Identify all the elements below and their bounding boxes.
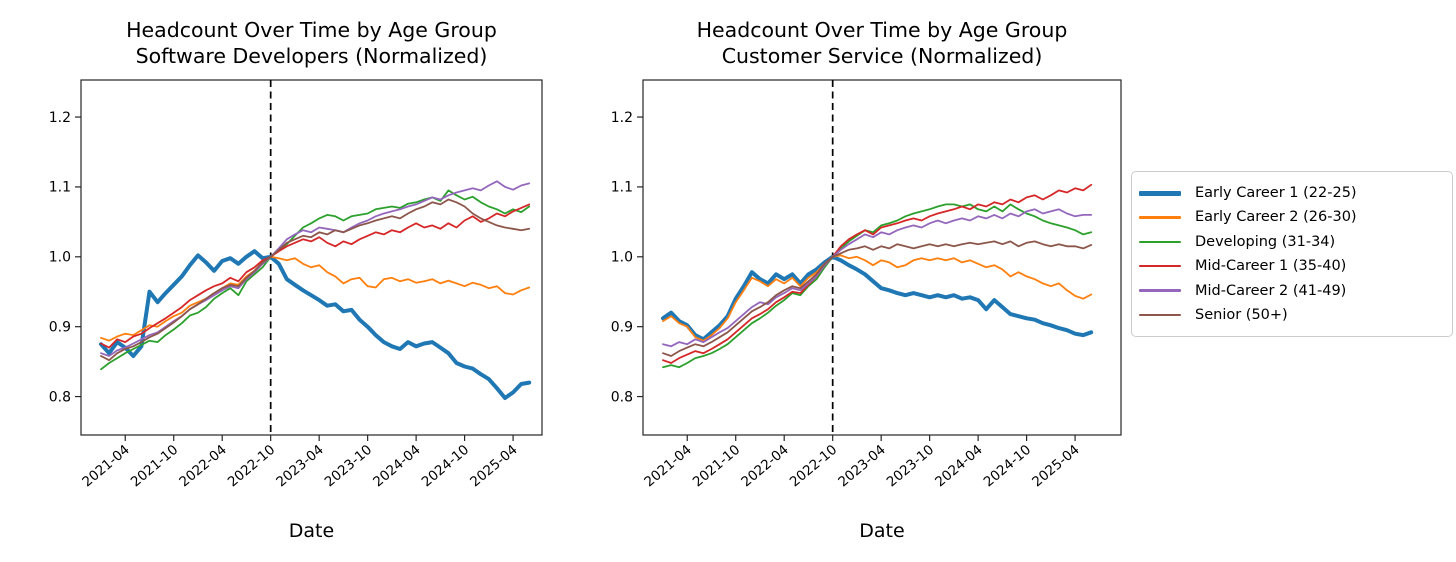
- y-tick-label: 1.0: [49, 250, 71, 266]
- legend-line-swatch: [1139, 216, 1181, 219]
- series-line-mid-career-1-35-40-: [662, 183, 1093, 364]
- legend-line-swatch: [1139, 240, 1181, 244]
- legend-label: Mid-Career 1 (35-40): [1195, 258, 1347, 275]
- y-tick-label: 0.8: [49, 389, 71, 405]
- x-tick-label: 2025-04: [467, 442, 520, 491]
- legend-line-swatch: [1139, 264, 1181, 268]
- x-tick-label: 2022-10: [225, 442, 278, 491]
- chart-software-developers: Headcount Over Time by Age GroupSoftware…: [49, 18, 543, 542]
- x-tick-label: 2023-10: [322, 442, 375, 491]
- legend-line-swatch: [1139, 313, 1181, 317]
- plot-frame: [80, 79, 543, 436]
- legend-line-swatch: [1139, 289, 1181, 292]
- y-tick-label: 1.1: [49, 180, 71, 196]
- x-tick-label: 2024-04: [932, 442, 985, 491]
- legend-line-swatch: [1139, 190, 1181, 196]
- x-tick-label: 2025-04: [1029, 442, 1082, 491]
- x-tick-label: 2022-04: [738, 442, 791, 491]
- x-tick-label: 2021-04: [641, 442, 694, 491]
- legend-item: Mid-Career 2 (41-49): [1139, 279, 1442, 303]
- series-line-early-career-2-26-30-: [100, 255, 531, 342]
- series-line-senior-50-: [662, 240, 1093, 357]
- legend-item: Developing (31-34): [1139, 230, 1442, 254]
- series-line-early-career-1-22-25-: [661, 254, 1094, 342]
- series-line-mid-career-2-41-49-: [662, 208, 1093, 348]
- series-line-senior-50-: [100, 198, 531, 362]
- legend-item: Early Career 1 (22-25): [1139, 181, 1442, 205]
- x-axis-label: Date: [859, 520, 904, 542]
- series-line-developing-31-34-: [662, 203, 1093, 369]
- legend-label: Early Career 1 (22-25): [1195, 185, 1357, 201]
- legend-label: Senior (50+): [1195, 306, 1288, 323]
- x-axis-label: Date: [289, 520, 334, 542]
- x-tick-label: 2024-10: [981, 442, 1034, 491]
- x-tick-label: 2021-04: [79, 442, 132, 491]
- x-tick-label: 2024-04: [370, 442, 423, 491]
- series-line-early-career-1-22-25-: [99, 249, 532, 400]
- y-tick-label: 1.1: [611, 180, 633, 196]
- chart-subtitle: Software Developers (Normalized): [136, 44, 488, 68]
- y-tick-label: 1.2: [611, 110, 633, 126]
- legend-label: Early Career 2 (26-30): [1195, 209, 1357, 226]
- y-tick-label: 0.9: [49, 319, 71, 335]
- y-tick-label: 0.9: [611, 319, 633, 335]
- legend: Early Career 1 (22-25) Early Career 2 (26…: [1131, 171, 1453, 337]
- series-line-early-career-2-26-30-: [662, 254, 1093, 342]
- legend-label: Developing (31-34): [1195, 233, 1336, 250]
- x-tick-label: 2022-10: [787, 442, 840, 491]
- x-tick-label: 2023-04: [273, 442, 326, 491]
- x-tick-label: 2022-04: [176, 442, 229, 491]
- y-tick-label: 1.0: [611, 250, 633, 266]
- chart-subtitle: Customer Service (Normalized): [722, 44, 1043, 68]
- legend-label: Mid-Career 2 (41-49): [1195, 282, 1347, 299]
- chart-title: Headcount Over Time by Age Group: [126, 18, 497, 42]
- x-tick-label: 2021-10: [690, 442, 743, 491]
- y-tick-label: 1.2: [49, 110, 71, 126]
- x-tick-label: 2021-10: [128, 442, 181, 491]
- series-line-developing-31-34-: [100, 189, 531, 371]
- x-tick-label: 2023-04: [835, 442, 888, 491]
- series-line-mid-career-1-35-40-: [100, 203, 531, 349]
- legend-item: Mid-Career 1 (35-40): [1139, 254, 1442, 278]
- y-tick-label: 0.8: [611, 389, 633, 405]
- chart-customer-service: Headcount Over Time by Age GroupCustomer…: [611, 18, 1122, 542]
- x-tick-label: 2023-10: [884, 442, 937, 491]
- series-line-mid-career-2-41-49-: [100, 180, 531, 357]
- legend-item: Early Career 2 (26-30): [1139, 205, 1442, 229]
- legend-item: Senior (50+): [1139, 303, 1442, 327]
- chart-title: Headcount Over Time by Age Group: [697, 18, 1068, 42]
- plot-frame: [642, 79, 1122, 436]
- x-tick-label: 2024-10: [419, 442, 472, 491]
